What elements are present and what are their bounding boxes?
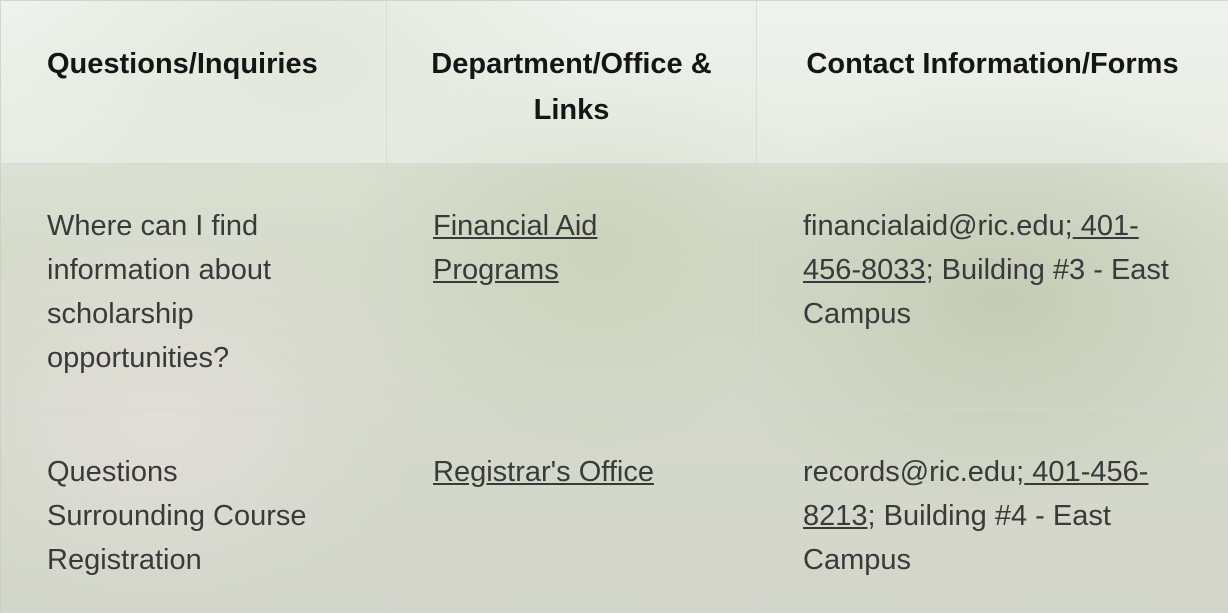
location: ; Building #4 - East Campus	[803, 500, 1111, 576]
row: Where can I find information about schol…	[0, 163, 1228, 410]
department-cell: Registrar's Office	[386, 409, 757, 613]
email: records@ric.edu;	[803, 456, 1025, 488]
header-cell: Questions/Inquiries	[0, 0, 387, 164]
phone-link[interactable]: 401-456-8033	[803, 210, 1139, 286]
question-cell: Questions Surrounding Course Registratio…	[0, 409, 387, 613]
location: ; Building #3 - East Campus	[803, 254, 1169, 330]
header-cell: Contact Information/Forms	[756, 0, 1228, 164]
header-cell: Department/Office & Links	[386, 0, 757, 164]
department-link[interactable]: Financial Aid Programs	[433, 210, 598, 286]
email: financialaid@ric.edu;	[803, 210, 1073, 242]
department-link[interactable]: Registrar's Office	[433, 456, 654, 488]
row: Questions Surrounding Course Registratio…	[0, 409, 1228, 613]
question-cell: Where can I find information about schol…	[0, 163, 387, 410]
department-cell: Financial Aid Programs	[386, 163, 757, 410]
contact-cell: records@ric.edu; 401-456-8213; Building …	[756, 409, 1228, 613]
contact-cell: financialaid@ric.edu; 401-456-8033; Buil…	[756, 163, 1228, 410]
phone-link[interactable]: 401-456-8213	[803, 456, 1149, 532]
header-row: Questions/Inquiries Department/Office & …	[0, 0, 1228, 164]
